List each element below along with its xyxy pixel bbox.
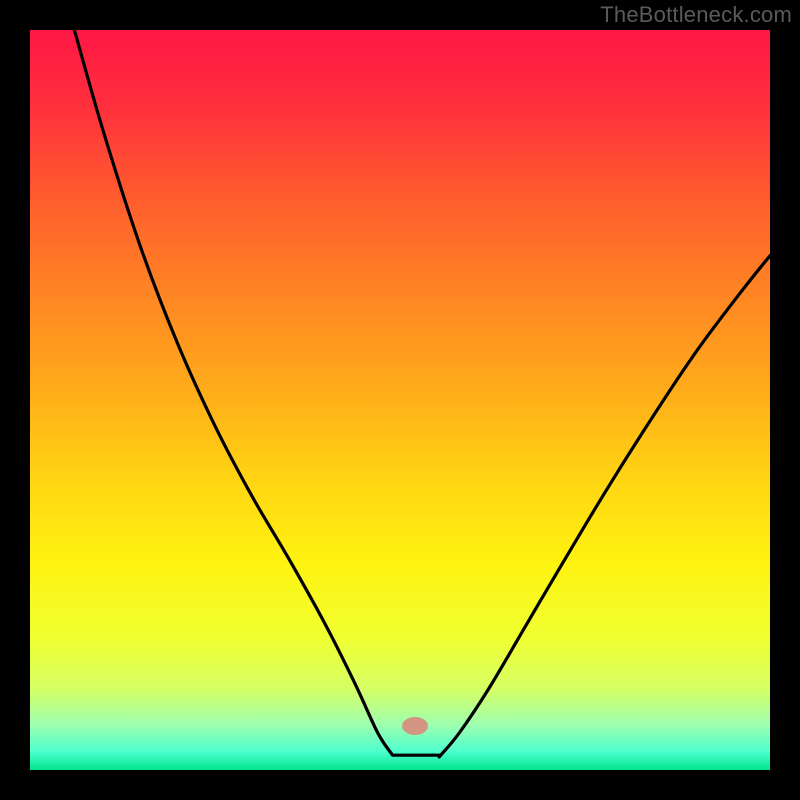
gradient-plot-svg — [30, 30, 770, 770]
gradient-background — [30, 30, 770, 770]
minimum-marker — [402, 717, 428, 735]
chart-container: TheBottleneck.com — [0, 0, 800, 800]
plot-area — [30, 30, 770, 770]
watermark-text: TheBottleneck.com — [600, 2, 792, 28]
